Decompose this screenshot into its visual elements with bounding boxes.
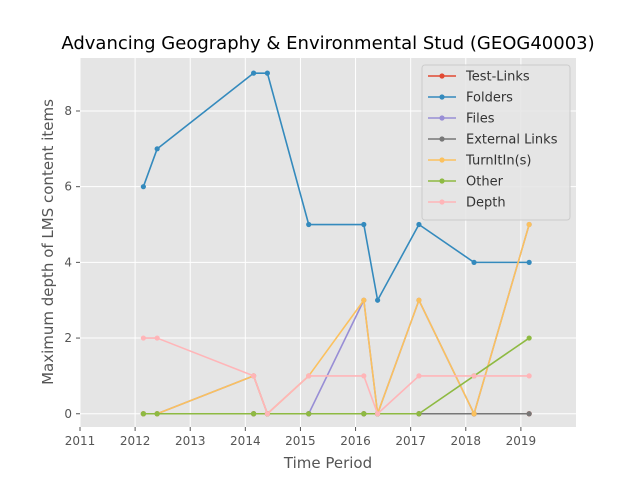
series-line-folders: [142, 72, 530, 302]
data-point-folders: [526, 259, 532, 265]
data-point-depth: [140, 335, 146, 341]
data-point-folders: [306, 221, 312, 228]
chart-title: Advancing Geography & Environmental Stud…: [61, 33, 594, 54]
legend-label: Files: [466, 112, 495, 127]
legend-label: Depth: [466, 196, 506, 211]
data-point-folders: [154, 146, 160, 152]
data-point-folders: [140, 184, 146, 190]
legend-label: External Links: [466, 133, 558, 148]
data-point-depth: [526, 373, 532, 379]
y-ticks: 0 2 4 6 8: [64, 104, 80, 421]
y-tick-label: 0: [64, 407, 72, 421]
legend-label: TurnItIn(s): [465, 154, 531, 169]
x-tick-label: 2016: [340, 434, 371, 448]
x-tick-label: 2018: [451, 434, 482, 448]
legend-box: [421, 64, 571, 221]
x-tick-label: 2012: [120, 434, 151, 448]
grid: [79, 58, 576, 427]
series-layer: [140, 70, 532, 417]
series-depth: [140, 335, 532, 417]
data-point-folders: [361, 221, 367, 228]
data-point-folders: [375, 297, 381, 303]
x-tick-label: 2011: [65, 434, 96, 448]
data-point-external-links: [526, 411, 532, 417]
legend-swatch-marker: [439, 94, 445, 100]
data-point-other: [306, 411, 312, 417]
y-tick-label: 2: [64, 331, 72, 345]
data-point-depth: [154, 335, 160, 341]
legend-item-turnitin-s: TurnItIn(s): [428, 154, 531, 169]
data-point-other: [251, 411, 257, 417]
data-point-other: [526, 335, 532, 341]
y-axis-label: Maximum depth of LMS content items: [39, 99, 57, 385]
data-point-depth: [471, 373, 477, 379]
series-line-turnitin-s: [143, 224, 530, 415]
data-point-depth: [361, 373, 367, 379]
x-tick-label: 2017: [395, 434, 426, 448]
legend-item-folders: Folders: [428, 91, 513, 106]
x-tick-label: 2013: [175, 434, 206, 448]
data-point-folders: [416, 221, 422, 228]
data-point-folders: [251, 70, 257, 76]
x-tick-label: 2019: [506, 434, 537, 448]
legend-item-external-links: External Links: [428, 133, 558, 148]
data-point-depth: [416, 373, 422, 379]
series-line-depth: [143, 337, 530, 415]
y-tick-label: 8: [64, 104, 72, 118]
data-point-folders: [264, 70, 270, 76]
legend-swatch-marker: [439, 199, 445, 205]
legend-swatch-marker: [439, 115, 445, 121]
data-point-turnitin-s: [416, 297, 422, 303]
y-tick-label: 4: [64, 255, 72, 269]
legend-label: Test-Links: [465, 70, 530, 85]
legend-label: Folders: [466, 91, 513, 106]
data-point-depth: [306, 373, 312, 379]
legend-swatch-marker: [439, 73, 445, 79]
y-tick-label: 6: [64, 180, 72, 194]
legend-swatch-marker: [439, 178, 445, 184]
data-point-other: [154, 411, 160, 417]
data-point-depth: [375, 411, 381, 417]
legend-item-other: Other: [428, 175, 504, 190]
legend-swatch-marker: [439, 157, 445, 163]
x-axis-label: Time Period: [283, 454, 372, 472]
data-point-other: [361, 411, 367, 417]
series-line-other: [143, 337, 530, 415]
x-tick-label: 2015: [285, 434, 316, 448]
data-point-depth: [264, 411, 270, 417]
legend-swatch-marker: [439, 136, 445, 142]
data-point-other: [416, 411, 422, 417]
data-point-other: [140, 411, 146, 417]
data-point-turnitin-s: [526, 221, 532, 228]
legend-item-test-links: Test-Links: [428, 70, 530, 85]
x-tick-label: 2014: [230, 434, 261, 448]
series-folders: [140, 70, 532, 303]
data-point-turnitin-s: [471, 411, 477, 417]
x-ticks: 2011 2012 2013 2014 2015 2016 2017 2018 2019: [65, 427, 536, 448]
legend-label: Other: [466, 175, 504, 190]
data-point-depth: [251, 373, 257, 379]
legend-item-files: Files: [428, 112, 495, 127]
legend-item-depth: Depth: [428, 196, 506, 211]
data-point-folders: [471, 259, 477, 265]
data-point-turnitin-s: [361, 297, 367, 303]
legend: Test-Links Folders Files External Links Turn…: [421, 64, 571, 221]
